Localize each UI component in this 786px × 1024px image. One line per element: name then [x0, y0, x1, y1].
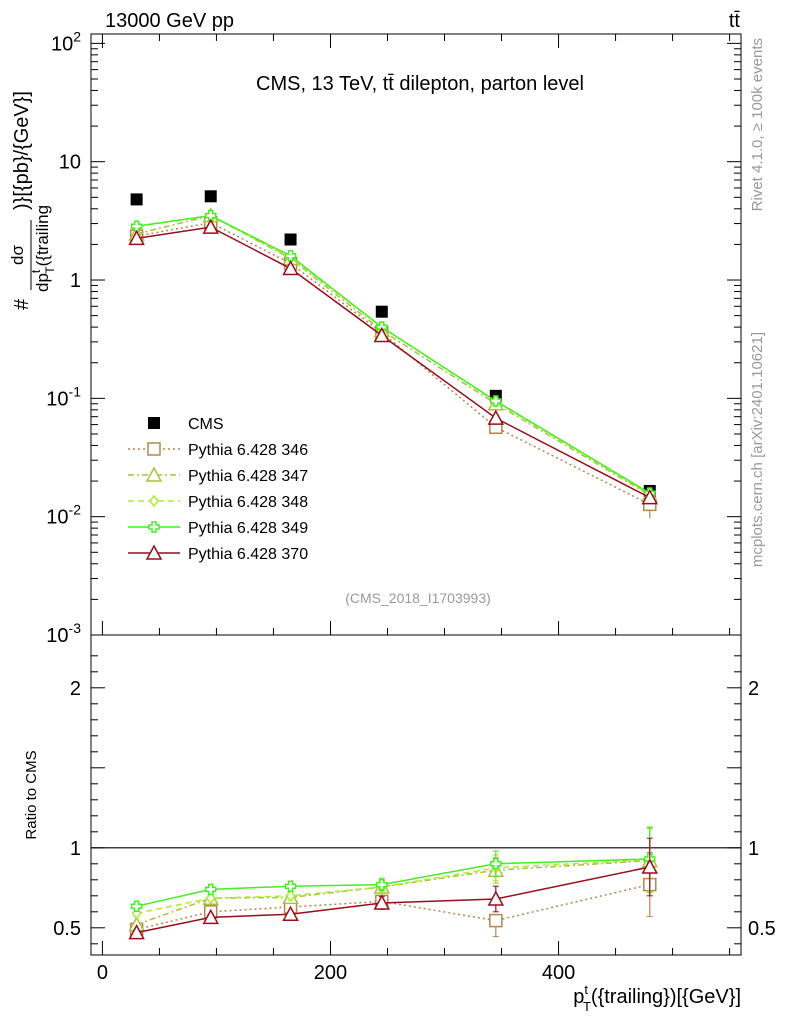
energy-label: 13000 GeV pp	[105, 10, 234, 32]
series-line-p347	[136, 214, 651, 496]
ratio-point-p348	[205, 891, 216, 905]
ratio-point-p370	[282, 905, 299, 921]
ratio-point-p370	[373, 894, 391, 910]
legend-label-p370: Pythia 6.428 370	[188, 546, 308, 563]
data-point-p349	[130, 220, 143, 232]
legend-label-p348: Pythia 6.428 348	[188, 494, 308, 511]
series-line-p349	[136, 214, 651, 494]
plot-title: CMS, 13 TeV, tt̄ dilepton, parton level	[256, 73, 584, 95]
main-plot-frame	[90, 33, 742, 636]
x-tick-label: 400	[542, 962, 575, 984]
ratio-y-axis-label: Ratio to CMS	[23, 750, 40, 839]
legend-marker-cms	[148, 417, 160, 429]
x-tick-label: 0	[97, 962, 108, 984]
legend-marker-p346	[147, 442, 161, 456]
data-point-p370	[282, 259, 299, 276]
ratio-y-tick-label-right: 1	[748, 838, 759, 860]
ratio-plot-frame	[90, 634, 742, 956]
ratio-point-p370	[202, 908, 219, 925]
ratio-data-layer	[128, 826, 659, 940]
process-label: tt̄	[729, 10, 741, 32]
main-data-layer	[128, 190, 659, 519]
ratio-point-p349	[284, 880, 297, 892]
data-point-p349	[490, 395, 502, 407]
side-text-bottom: mcplots.cern.ch [arXiv:2401.10621]	[749, 332, 766, 567]
legend-marker-p349	[148, 521, 160, 533]
x-axis-label: pt T({trailing})[{GeV}]	[573, 982, 741, 1014]
ratio-y-tick-label-left: 1	[70, 838, 81, 860]
legend-label-p349: Pythia 6.428 349	[188, 520, 308, 537]
main-y-axis: 102 10 1 10-1 10-2 10-3	[46, 28, 741, 647]
series-line-p370	[136, 226, 651, 499]
legend-marker-p348	[149, 494, 159, 508]
legend: CMS Pythia 6.428 346 Pythia 6.428 347 Pythi…	[128, 416, 308, 563]
data-point-p370	[202, 218, 219, 234]
side-text-top: Rivet 4.1.0, ≥ 100k events	[749, 38, 766, 211]
data-point-p370	[373, 326, 391, 343]
main-y-tick-label: 10-3	[46, 620, 81, 647]
main-y-tick-label: 102	[51, 28, 81, 55]
main-y-tick-label: 10	[59, 152, 81, 174]
ratio-point-p349	[376, 878, 388, 891]
data-point-cms	[130, 193, 143, 206]
data-point-cms	[284, 233, 297, 246]
ratio-point-p370	[641, 858, 659, 874]
ratio-point-p370	[128, 924, 145, 940]
main-y-axis-label: # dσ dptT({trailing )}[{pb}/{GeV}]	[8, 91, 57, 310]
ratio-point-p349	[130, 900, 143, 912]
data-point-p349	[204, 209, 217, 222]
main-y-label-units: )}[{pb}/{GeV}]	[11, 91, 33, 210]
ratio-y-tick-label-left: 0.5	[53, 918, 81, 940]
ratio-point-p348	[285, 889, 296, 903]
main-y-label-denominator: dptT({trailing	[29, 205, 57, 292]
legend-label-cms: CMS	[188, 416, 224, 433]
ratio-y-tick-label-right: 2	[748, 678, 759, 700]
ratio-point-p349	[490, 858, 502, 870]
series-line-p346	[136, 221, 651, 506]
data-point-p370	[641, 488, 659, 505]
ratio-line-p347	[136, 859, 650, 926]
data-point-p349	[284, 250, 297, 262]
data-point-p370	[128, 229, 145, 246]
analysis-id: (CMS_2018_I1703993)	[345, 590, 491, 606]
ratio-y-tick-label-right: 0.5	[748, 918, 776, 940]
legend-marker-p347	[145, 466, 163, 482]
data-point-p370	[487, 409, 505, 425]
ratio-line-p346	[136, 883, 650, 931]
main-y-tick-label: 10-1	[46, 383, 81, 410]
legend-marker-p370	[145, 544, 163, 560]
main-y-tick-label: 1	[70, 270, 81, 292]
ratio-line-p349	[136, 858, 650, 907]
ratio-line-p370	[136, 866, 650, 934]
data-point-cms	[204, 190, 217, 203]
main-y-tick-label: 10-2	[46, 502, 81, 529]
ratio-line-p348	[136, 859, 650, 915]
legend-label-p347: Pythia 6.428 347	[188, 468, 308, 485]
ratio-point-p346	[489, 913, 503, 928]
data-point-cms	[375, 305, 388, 318]
ratio-point-p349	[204, 883, 217, 896]
main-y-label-numerator: dσ	[8, 245, 27, 265]
ratio-point-p370	[487, 890, 505, 906]
ratio-axes: 0.5 0.5 1 1 2 2 0 200 400	[53, 655, 776, 984]
main-y-label-hash: #	[11, 298, 33, 310]
x-tick-label: 200	[314, 962, 347, 984]
ratio-y-tick-label-left: 2	[70, 678, 81, 700]
legend-label-p346: Pythia 6.428 346	[188, 442, 308, 459]
